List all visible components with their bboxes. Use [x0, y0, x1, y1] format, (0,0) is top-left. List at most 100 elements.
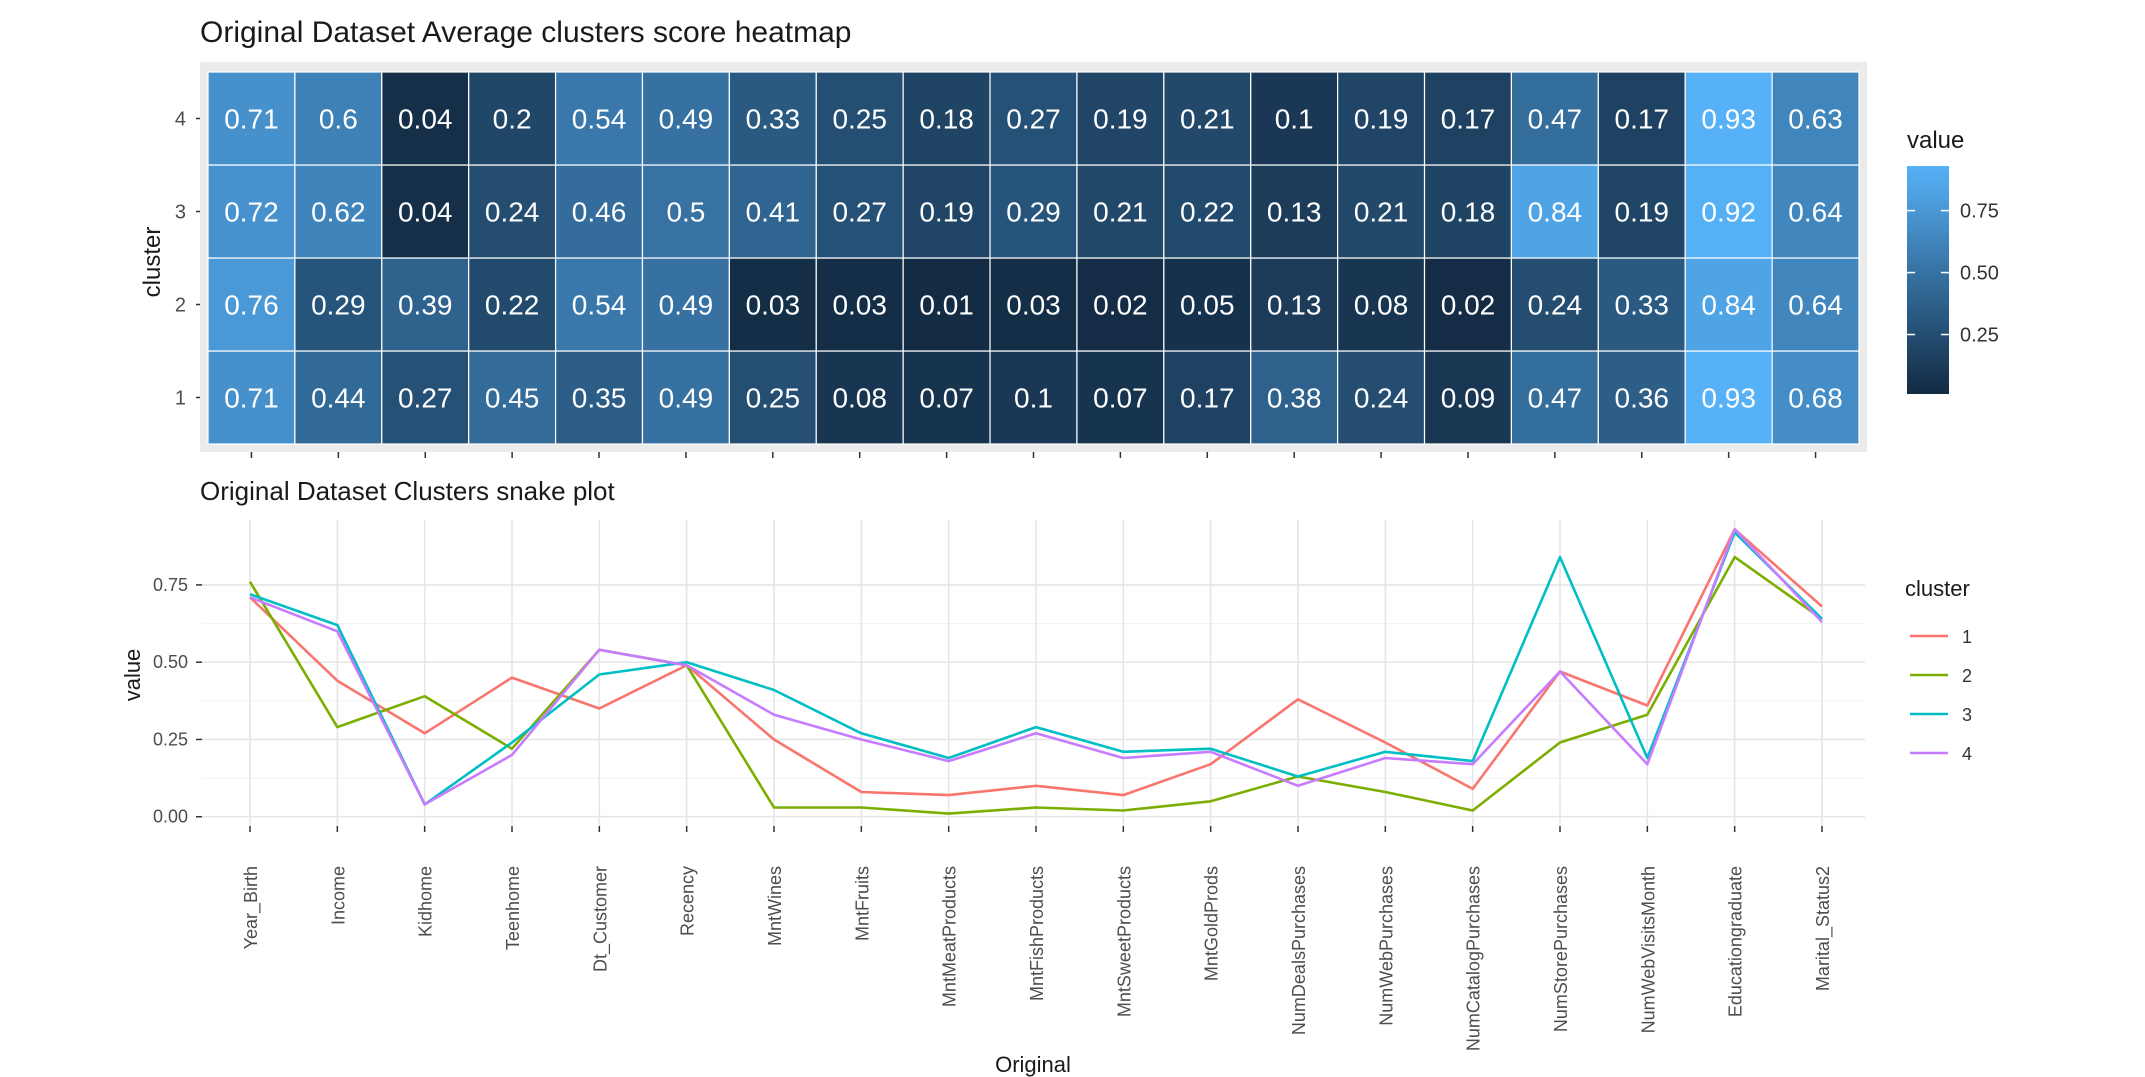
heatmap-cell-label: 0.72 — [224, 197, 279, 228]
snake-plot-x-tick-label: NumCatalogPurchases — [1464, 866, 1484, 1051]
heatmap-cell-label: 0.64 — [1788, 290, 1843, 321]
heatmap-y-axis: 1 2 3 4 — [175, 109, 200, 410]
snake-plot-legend-label: 1 — [1962, 627, 1972, 647]
heatmap-x-axis-ticks — [250, 452, 1817, 458]
heatmap-cell-label: 0.21 — [1093, 197, 1148, 228]
heatmap-cell-label: 0.33 — [1615, 290, 1670, 321]
heatmap-y-tick-label: 3 — [175, 202, 186, 224]
heatmap-cell-label: 0.24 — [1354, 383, 1409, 414]
heatmap-cell-label: 0.24 — [485, 197, 540, 228]
heatmap-cell — [1771, 350, 1860, 445]
heatmap-cell-label: 0.25 — [746, 383, 801, 414]
snake-plot-legend: 1 2 3 4 — [1910, 627, 1972, 764]
heatmap-cell-label: 0.49 — [659, 104, 714, 135]
heatmap-cell — [207, 164, 296, 259]
snake-plot-line-cluster-4 — [249, 527, 1823, 806]
heatmap-cell-label: 0.08 — [832, 383, 887, 414]
heatmap-y-tick-label: 4 — [175, 109, 186, 131]
snake-plot-x-tick-label: NumWebPurchases — [1376, 866, 1396, 1026]
heatmap-cell-label: 0.49 — [659, 290, 714, 321]
snake-plot-x-tick-label: Kidhome — [416, 866, 436, 937]
heatmap-cell-label: 0.63 — [1788, 104, 1843, 135]
heatmap-cells — [207, 71, 1860, 445]
heatmap-cell — [1510, 257, 1599, 352]
heatmap-cell — [468, 350, 557, 445]
heatmap-cell-label: 0.45 — [485, 383, 540, 414]
heatmap-cell — [902, 164, 991, 259]
heatmap-cell-label: 0.93 — [1701, 104, 1756, 135]
heatmap-cell — [989, 257, 1078, 352]
snake-plot-x-tick-label: NumDealsPurchases — [1289, 866, 1309, 1035]
heatmap-cell — [1597, 164, 1686, 259]
heatmap-cell — [1423, 71, 1513, 166]
snake-plot-x-tick-label: Income — [328, 866, 348, 925]
heatmap-cell-label: 0.07 — [919, 383, 974, 414]
heatmap-cell-label: 0.84 — [1528, 197, 1583, 228]
heatmap-cell — [554, 71, 644, 166]
heatmap-cell-label: 0.19 — [1615, 197, 1670, 228]
heatmap-cell-label: 0.54 — [572, 104, 627, 135]
heatmap-cell-label: 0.07 — [1093, 383, 1148, 414]
heatmap-cell-label: 0.03 — [832, 290, 887, 321]
heatmap-cell — [728, 350, 817, 445]
heatmap-cell-label: 0.29 — [311, 290, 366, 321]
heatmap-cell-label: 0.25 — [832, 104, 887, 135]
heatmap-y-tick-label: 2 — [175, 295, 186, 317]
heatmap-cell — [815, 71, 904, 166]
heatmap-cell — [902, 350, 991, 445]
heatmap-cell-label: 0.04 — [398, 197, 453, 228]
heatmap-cell — [902, 71, 991, 166]
heatmap-cell — [815, 164, 904, 259]
heatmap-cell — [1771, 257, 1860, 352]
snake-plot-x-tick-label: NumWebVisitsMonth — [1638, 866, 1658, 1033]
heatmap-cell — [381, 257, 470, 352]
colorbar-tick-label: 0.50 — [1960, 263, 1999, 285]
heatmap-cell-label: 0.22 — [485, 290, 540, 321]
heatmap-cell — [815, 350, 904, 445]
snake-plot-x-tick-label: MntWines — [765, 866, 785, 946]
heatmap-cell-label: 0.29 — [1006, 197, 1061, 228]
heatmap-cell — [1771, 71, 1860, 166]
heatmap-cell — [207, 350, 296, 445]
heatmap-cell — [1510, 71, 1599, 166]
heatmap-cell — [294, 71, 383, 166]
heatmap-cell — [1250, 350, 1339, 445]
snake-plot-y-tick-label: 0.50 — [153, 652, 188, 672]
heatmap-cell — [1510, 164, 1599, 259]
snake-plot-gridlines — [202, 520, 1865, 826]
snake-plot-y-axis: 0.00 0.25 0.50 0.75 — [153, 575, 202, 827]
snake-plot-x-tick-label: Dt_Customer — [590, 866, 611, 972]
heatmap-cell-label: 0.05 — [1180, 290, 1235, 321]
heatmap-cell-label: 0.5 — [666, 197, 705, 228]
heatmap-cell — [641, 164, 730, 259]
snake-plot-x-tick-label: Marital_Status2 — [1813, 866, 1834, 991]
heatmap-cell-label: 0.08 — [1354, 290, 1409, 321]
heatmap-cell-label: 0.21 — [1354, 197, 1409, 228]
heatmap-cell-label: 0.02 — [1441, 290, 1496, 321]
heatmap-cell-label: 0.19 — [1093, 104, 1148, 135]
heatmap-cell — [989, 71, 1078, 166]
heatmap-cell-label: 0.68 — [1788, 383, 1843, 414]
heatmap-cell — [468, 164, 557, 259]
heatmap-cell-label: 0.02 — [1093, 290, 1148, 321]
heatmap-cell-label: 0.01 — [919, 290, 974, 321]
snake-plot-x-tick-label: Teenhome — [503, 866, 523, 950]
heatmap-cell — [1337, 257, 1426, 352]
heatmap-cell-label: 0.17 — [1615, 104, 1670, 135]
snake-plot-x-tick-label: MntMeatProducts — [940, 866, 960, 1007]
heatmap-cell-label: 0.39 — [398, 290, 453, 321]
snake-plot-title: Original Dataset Clusters snake plot — [200, 476, 616, 506]
snake-plot-x-tick-label: MntSweetProducts — [1114, 866, 1134, 1017]
heatmap-cell-label: 0.71 — [224, 104, 279, 135]
heatmap-colorbar-ticks: 0.75 0.50 0.25 — [1907, 201, 1999, 347]
snake-plot-x-tick-label: MntGoldProds — [1202, 866, 1222, 981]
heatmap-cell-label: 0.04 — [398, 104, 453, 135]
heatmap-cell-label: 0.22 — [1180, 197, 1235, 228]
heatmap-cell-label: 0.24 — [1528, 290, 1583, 321]
heatmap-cell-label: 0.84 — [1701, 290, 1756, 321]
heatmap-cell-label: 0.13 — [1267, 290, 1322, 321]
heatmap-y-tick-label: 1 — [175, 388, 186, 410]
heatmap-cell — [1597, 350, 1686, 445]
heatmap-cell-label: 0.64 — [1788, 197, 1843, 228]
